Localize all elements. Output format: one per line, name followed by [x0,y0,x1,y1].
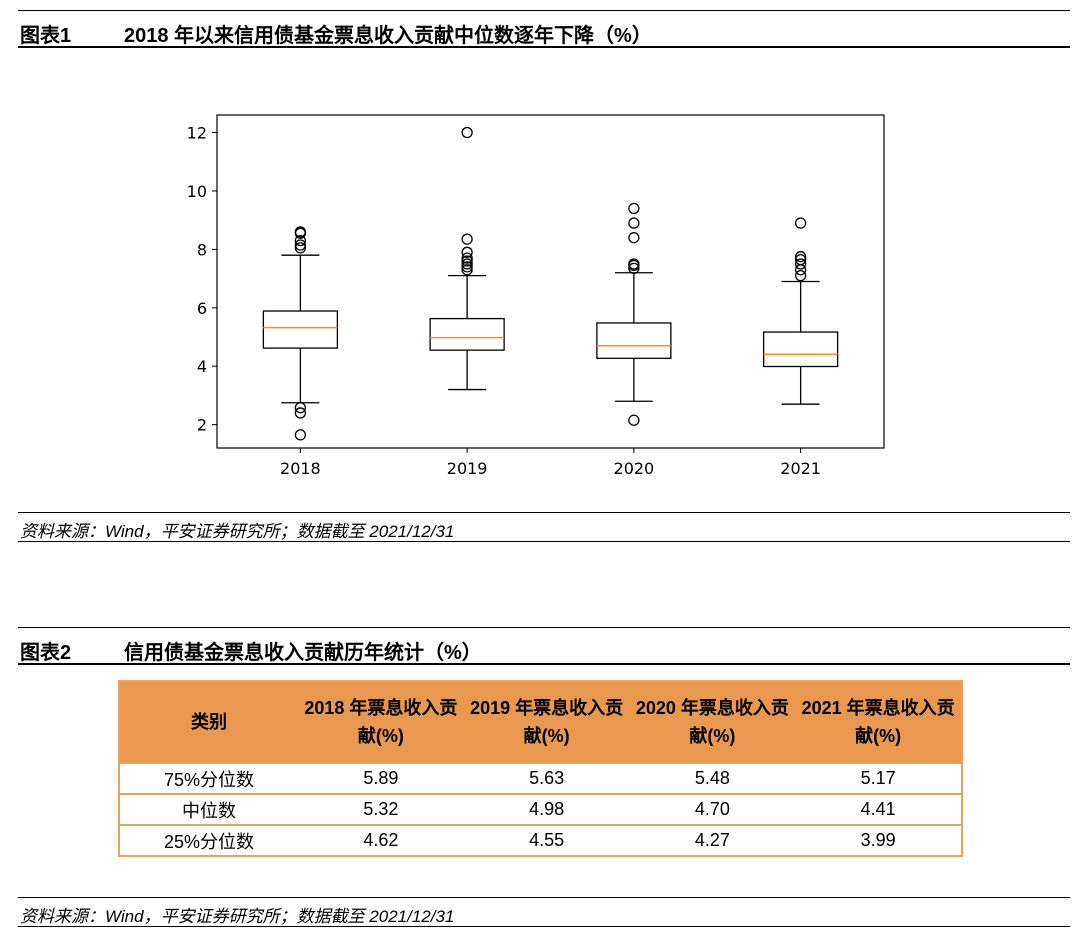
figure2-top-rule [18,627,1070,628]
outlier-point [794,270,807,282]
outlier-point [628,414,640,426]
outlier-point [294,234,307,247]
figure2-source-bottom-rule [18,926,1070,927]
table-cell: 5.89 [298,762,464,794]
table-cell: 5.63 [463,762,630,794]
box-2019 [429,317,505,351]
table-cell: 4.70 [629,793,796,825]
outlier-point [294,242,307,254]
row-label: 25%分位数 [119,824,298,856]
plot-frame [216,114,885,449]
boxplot-chart: 2 4 6 8 10 12 2018 2019 2020 2021 [187,114,885,478]
table-cell: 4.98 [463,793,630,825]
outlier-point [628,262,640,275]
y-tick-label: 2 [197,416,207,435]
figure2-title: 信用债基金票息收入贡献历年统计（%） [124,642,482,664]
outlier-point [794,217,807,229]
table-cell: 5.48 [629,762,796,794]
header-2018: 2018 年票息收入贡献(%) [298,681,464,763]
statistics-table: 类别 2018 年票息收入贡献(%) 2019 年票息收入贡献(%) 2020 … [118,680,963,857]
outlier-point [461,255,473,267]
outlier-point [794,264,807,276]
figure2-title-rule [18,663,1070,665]
figure1-source-bottom-rule [18,541,1070,542]
figure1-title: 2018 年以来信用债基金票息收入贡献中位数逐年下降（%） [124,25,652,47]
outlier-point [461,258,473,270]
header-2021: 2021 年票息收入贡献(%) [795,681,962,763]
table-cell: 3.99 [795,824,962,856]
header-category: 类别 [119,681,298,763]
x-tick-label: 2021 [780,459,821,478]
outlier-point [294,239,307,251]
outlier-point [461,126,473,139]
outlier-point [461,264,473,276]
x-tick-label: 2018 [280,459,321,478]
table-row: 中位数 5.32 4.98 4.70 4.41 [119,793,962,825]
outlier-point [294,429,307,441]
y-tick-label: 4 [197,357,207,376]
outlier-point [294,226,307,238]
outlier-point [628,232,640,244]
table-cell: 4.27 [629,824,796,856]
table-cell: 5.32 [298,793,464,825]
figure1-source: 资料来源：Wind，平安证券研究所；数据截至 2021/12/31 [20,522,455,541]
y-tick-label: 6 [197,299,207,318]
outlier-point [294,402,307,414]
table-row: 25%分位数 4.62 4.55 4.27 3.99 [119,824,962,856]
row-label: 75%分位数 [119,762,298,794]
figure1-source-top-rule [18,512,1070,513]
figure1-title-rule [18,46,1070,48]
row-label: 中位数 [119,793,298,825]
y-tick-label: 12 [187,124,207,143]
y-tick-label: 8 [197,240,207,259]
y-tick-label: 10 [187,182,207,201]
table-header-row: 类别 2018 年票息收入贡献(%) 2019 年票息收入贡献(%) 2020 … [119,681,962,763]
outlier-point [628,217,640,229]
outlier-point [294,407,307,419]
figure2-source: 资料来源：Wind，平安证券研究所；数据截至 2021/12/31 [20,907,455,926]
header-2020: 2020 年票息收入贡献(%) [629,681,796,763]
x-tick-label: 2020 [614,459,655,478]
box-2020 [596,322,672,359]
figure1-top-rule [18,10,1070,11]
table-cell: 4.55 [463,824,630,856]
table-cell: 4.62 [298,824,464,856]
figure2-title-bar: 图表2 信用债基金票息收入贡献历年统计（%） [20,636,482,665]
table-cell: 5.17 [795,762,962,794]
outlier-point [461,252,473,264]
outlier-point [794,251,807,263]
x-tick-label: 2019 [447,459,488,478]
outlier-point [794,253,807,266]
outlier-point [794,258,807,270]
outlier-point [628,258,640,270]
box-2021 [762,331,839,368]
figure1-title-bar: 图表1 2018 年以来信用债基金票息收入贡献中位数逐年下降（%） [20,19,652,48]
outlier-point [461,246,473,258]
outlier-point [461,233,473,245]
box-2018 [262,310,339,349]
table-row: 75%分位数 5.89 5.63 5.48 5.17 [119,762,962,794]
header-2019: 2019 年票息收入贡献(%) [463,681,630,763]
figure2-label: 图表2 [20,642,72,664]
outlier-point [628,202,640,215]
figure2-source-top-rule [18,897,1070,898]
outlier-point [461,261,473,273]
table-cell: 4.41 [795,793,962,825]
figure1-label: 图表1 [20,25,72,47]
